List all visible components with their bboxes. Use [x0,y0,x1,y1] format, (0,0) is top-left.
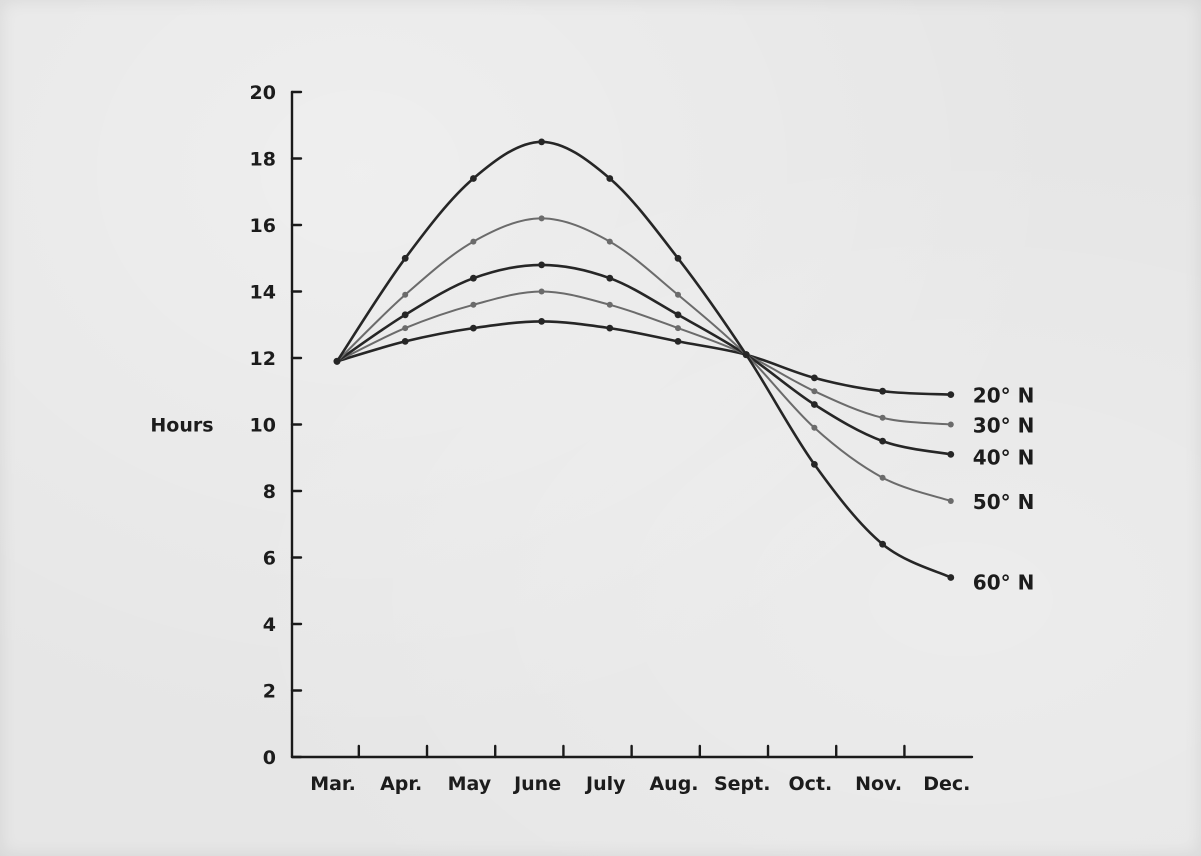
series-labels: 20° N 30° N 40° N 50° N 60° N [973,384,1035,595]
data-point [811,374,818,382]
data-point [674,254,682,262]
series-label: 50° N [973,490,1035,514]
data-point [811,424,818,431]
data-point [401,338,409,345]
data-point [742,351,750,359]
data-point [538,215,545,222]
data-point [675,291,681,298]
data-point [401,311,409,319]
y-tick-label: 8 [263,481,276,503]
x-tick-label: Apr. [380,773,422,795]
series-label: 20° N [973,384,1035,408]
data-point [675,325,681,332]
series-line [335,263,953,456]
x-tick-label: Mar. [310,773,356,795]
data-point [879,540,886,548]
axes [290,90,974,759]
data-point [470,301,477,308]
data-point [606,238,613,245]
data-point [538,261,545,269]
data-point [879,414,886,421]
x-tick-label: Dec. [923,773,970,795]
y-tick-label: 14 [250,282,276,304]
y-tick-label: 12 [250,348,276,370]
data-point [879,474,886,481]
data-point [811,401,818,408]
data-point [470,175,477,182]
y-axis-ticks: 0 2 4 6 8 10 12 14 16 18 20 [250,82,303,769]
data-point [674,338,682,345]
series-line [336,290,952,426]
x-tick-label: Aug. [649,773,698,795]
y-tick-label: 2 [263,681,276,703]
series-line [336,217,952,502]
x-tick-label: June [512,773,561,795]
series-label: 40° N [973,445,1035,469]
data-point [879,387,886,395]
y-tick-label: 10 [250,415,276,437]
data-point [947,574,955,581]
x-tick-label: Oct. [789,773,833,795]
data-point [947,391,955,398]
data-point [811,388,818,395]
series-label: 60° N [973,570,1035,594]
x-tick-label: Sept. [714,773,770,795]
y-tick-label: 6 [263,548,276,570]
data-point [538,138,545,146]
data-point [947,451,955,458]
series-lines [333,138,955,581]
y-tick-label: 18 [250,149,276,171]
y-tick-label: 0 [263,747,276,769]
series-label: 30° N [973,414,1035,438]
y-tick-label: 4 [263,614,276,636]
x-tick-label: Nov. [855,773,902,795]
data-point [606,175,614,182]
data-point [538,288,545,295]
y-axis-label: Hours [150,415,213,437]
x-tick-label: July [584,773,626,795]
data-point [606,301,613,308]
y-tick-label: 20 [250,82,276,104]
x-axis-ticks: Mar. Apr. May June July Aug. Sept. Oct. Nov. Dec. [310,744,970,795]
data-point [674,311,682,319]
series-line [335,140,953,579]
data-point [401,254,409,262]
data-point [333,357,341,365]
data-point [470,238,477,245]
data-point [538,318,545,325]
data-point [947,421,954,428]
data-point [402,325,409,332]
data-point [470,324,477,332]
data-point [606,324,614,332]
y-tick-label: 16 [250,215,276,237]
data-point [947,498,954,504]
data-point [811,461,818,468]
data-point [879,437,886,445]
data-point [402,291,409,298]
series-line [335,320,953,396]
data-point [606,274,614,282]
data-point [470,274,477,282]
x-tick-label: May [448,773,492,795]
